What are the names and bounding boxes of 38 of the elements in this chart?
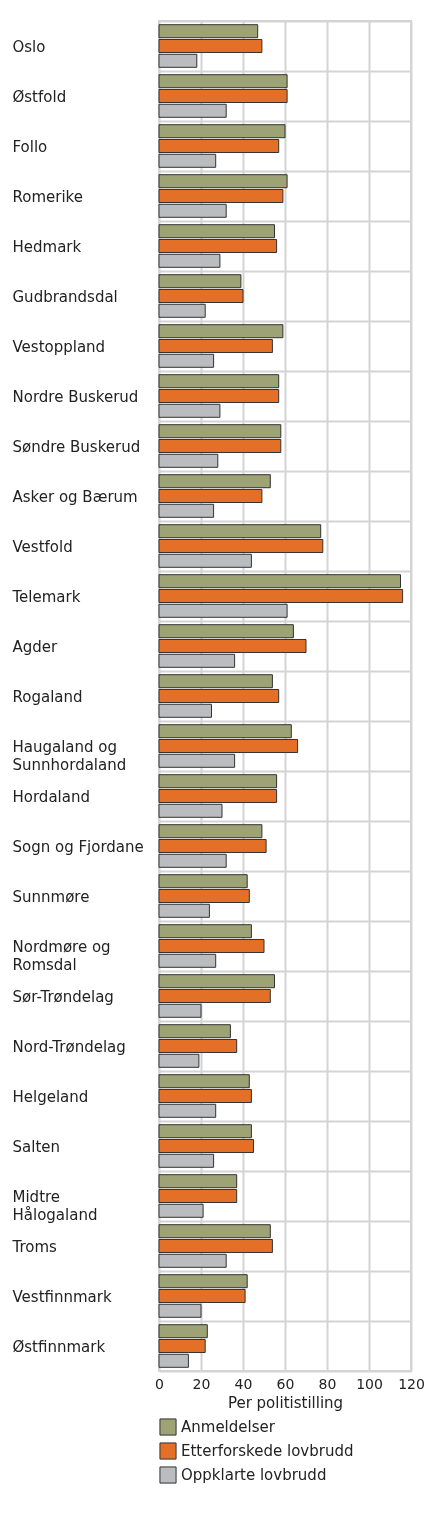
y-tick-label: Telemark	[11, 587, 81, 606]
y-tick-label: Salten	[12, 1137, 60, 1156]
y-tick-label: Søndre Buskerud	[12, 437, 141, 456]
y-tick-label: Østfinnmark	[12, 1337, 106, 1356]
x-tick-label: 0	[155, 1375, 164, 1392]
y-tick-label: Nordre Buskerud	[12, 387, 139, 406]
x-tick-label: 20	[192, 1375, 211, 1392]
y-tick-label: Rogaland	[12, 687, 83, 706]
y-tick-label: Follo	[12, 137, 48, 156]
x-tick-label: 100	[356, 1375, 383, 1392]
y-tick-label: Nord-Trøndelag	[12, 1037, 126, 1056]
y-tick-label: Helgeland	[12, 1087, 89, 1106]
y-tick-label: Vestoppland	[12, 337, 106, 356]
y-tick-label: Sogn og Fjordane	[12, 837, 144, 856]
x-tick-label: 80	[318, 1375, 337, 1392]
x-tick-label: 40	[234, 1375, 253, 1392]
y-tick-label: Haugaland og Sunnhordaland	[12, 737, 127, 774]
legend-label: Anmeldelser	[181, 1418, 276, 1436]
y-tick-label: Nordmøre og Romsdal	[12, 937, 111, 974]
y-tick-label: Oslo	[12, 37, 46, 56]
y-tick-label: Sunnmøre	[12, 887, 90, 906]
y-tick-label: Romerike	[12, 187, 83, 206]
y-tick-label: Hordaland	[12, 787, 90, 806]
y-tick-label: Østfold	[12, 87, 67, 106]
y-tick-label: Sør-Trøndelag	[12, 987, 114, 1006]
y-tick-label: Gudbrandsdal	[12, 287, 118, 306]
legend-label: Oppklarte lovbrudd	[181, 1466, 327, 1484]
y-tick-label: Vestfinnmark	[12, 1287, 112, 1306]
y-tick-label: Vestfold	[12, 537, 73, 556]
x-tick-label: 120	[398, 1375, 425, 1392]
legend-label: Etterforskede lovbrudd	[181, 1442, 354, 1460]
y-tick-label: Hedmark	[12, 237, 82, 256]
y-tick-label: Agder	[12, 637, 59, 656]
y-tick-label: Asker og Bærum	[12, 487, 138, 506]
y-tick-label: Midtre Hålogaland	[12, 1187, 98, 1224]
x-tick-label: 60	[276, 1375, 295, 1392]
y-tick-label: Troms	[11, 1237, 58, 1256]
x-axis-title: Per politistilling	[227, 1393, 344, 1412]
